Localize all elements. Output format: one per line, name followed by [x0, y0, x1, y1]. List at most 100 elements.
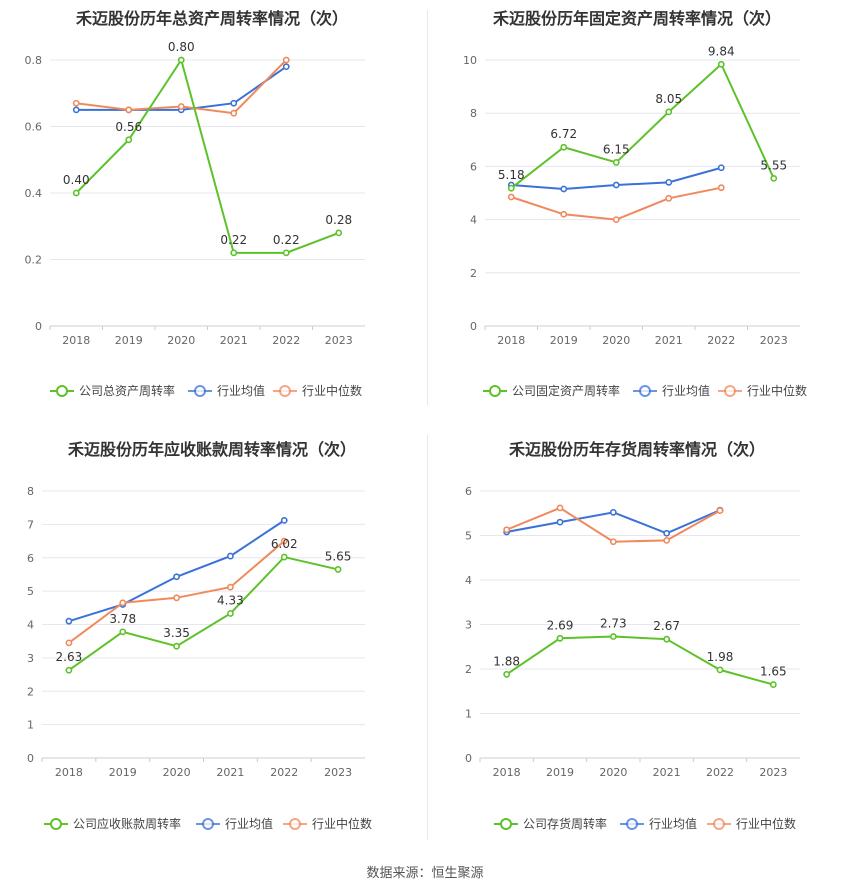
data-point	[507, 193, 515, 201]
data-point	[663, 529, 671, 537]
data-label: 0.22	[220, 233, 247, 247]
legend-item: 公司存货周转率	[494, 816, 607, 831]
data-point	[503, 526, 511, 534]
legend-label: 行业均值	[649, 816, 697, 831]
data-label: 1.98	[707, 650, 734, 664]
legend-marker	[202, 818, 214, 830]
data-label: 2.69	[547, 618, 574, 632]
data-point	[230, 109, 238, 117]
series-line-0	[68, 555, 339, 672]
chart-title: 禾迈股份历年存货周转率情况（次）	[509, 440, 765, 459]
x-tick-label: 2023	[759, 766, 787, 779]
data-point	[556, 518, 564, 526]
y-tick-label: 0.8	[25, 54, 43, 67]
data-label: 4.33	[217, 593, 244, 607]
y-tick-label: 4	[470, 214, 477, 227]
y-tick-label: 6	[470, 160, 477, 173]
legend-item: 公司总资产周转率	[50, 383, 175, 398]
data-label: 2.63	[56, 650, 83, 664]
legend-item: 行业均值	[188, 383, 265, 398]
x-tick-label: 2021	[655, 334, 683, 347]
legend-label: 行业中位数	[312, 816, 372, 831]
data-point	[612, 181, 620, 189]
legend-item: 公司应收账款周转率	[44, 816, 181, 831]
data-point	[72, 99, 80, 107]
series-line-1	[68, 519, 285, 623]
data-point	[716, 666, 724, 674]
legend-marker	[489, 385, 501, 397]
y-tick-label: 5	[27, 585, 34, 598]
legend-marker	[194, 385, 206, 397]
series-line-0	[506, 635, 774, 686]
y-tick-label: 4	[27, 619, 34, 632]
y-tick-label: 8	[470, 107, 477, 120]
data-point	[280, 553, 288, 561]
legend-item: 行业中位数	[273, 383, 362, 398]
data-label: 6.72	[550, 127, 577, 141]
data-point	[280, 537, 288, 545]
x-tick-label: 2020	[602, 334, 630, 347]
x-tick-label: 2018	[493, 766, 521, 779]
chart-title: 禾迈股份历年固定资产周转率情况（次）	[493, 9, 781, 28]
data-label: 0.22	[273, 233, 300, 247]
y-tick-label: 0.4	[25, 187, 43, 200]
y-tick-label: 2	[465, 663, 472, 676]
legend-marker	[713, 818, 725, 830]
data-point	[560, 210, 568, 218]
legend-marker	[50, 818, 62, 830]
data-point	[507, 184, 515, 192]
legend-marker	[56, 385, 68, 397]
data-point	[173, 594, 180, 602]
x-tick-label: 2020	[163, 766, 191, 779]
y-tick-label: 7	[27, 518, 34, 531]
data-point	[65, 617, 73, 625]
data-label: 5.55	[760, 158, 787, 172]
data-point	[770, 174, 778, 182]
legend-label: 行业均值	[217, 383, 265, 398]
data-point	[173, 642, 180, 650]
data-point	[663, 635, 671, 643]
data-point	[334, 566, 342, 573]
series-line-2	[510, 186, 722, 221]
x-tick-label: 2019	[109, 766, 137, 779]
y-tick-label: 0.6	[25, 121, 43, 134]
y-tick-label: 4	[465, 574, 472, 587]
panel-divider	[427, 435, 428, 840]
data-label: 0.56	[115, 120, 142, 134]
x-tick-label: 2020	[599, 766, 627, 779]
legend-label: 公司存货周转率	[523, 816, 607, 831]
data-label: 8.05	[655, 92, 682, 106]
legend-label: 行业中位数	[736, 816, 796, 831]
data-label: 6.02	[271, 537, 298, 551]
legend-label: 行业中位数	[302, 383, 362, 398]
data-point	[612, 216, 620, 223]
data-point	[665, 194, 673, 202]
x-tick-label: 2023	[760, 334, 788, 347]
data-point	[503, 670, 511, 678]
y-tick-label: 3	[27, 652, 34, 665]
data-point	[173, 573, 180, 581]
legend-marker	[500, 818, 512, 830]
x-tick-label: 2019	[115, 334, 143, 347]
data-point	[125, 136, 133, 144]
chart-title: 禾迈股份历年应收账款周转率情况（次）	[68, 440, 356, 459]
data-label: 1.65	[760, 665, 787, 679]
y-tick-label: 5	[465, 530, 472, 543]
x-tick-label: 2021	[216, 766, 244, 779]
y-tick-label: 2	[27, 685, 34, 698]
data-label: 2.67	[653, 619, 680, 633]
chart-total-asset-turnover: 禾迈股份历年总资产周转率情况（次） 0 0.2 0.4 0.6 0.8 2018 2019 20…	[25, 9, 365, 398]
data-point	[282, 63, 290, 71]
y-tick-label: 6	[27, 552, 34, 565]
data-point	[65, 639, 73, 647]
data-label: 2.73	[600, 617, 627, 631]
data-point	[769, 681, 777, 688]
data-point	[280, 516, 288, 524]
legend-marker	[639, 385, 651, 397]
legend-label: 公司应收账款周转率	[73, 816, 181, 831]
data-point	[609, 538, 617, 546]
x-tick-label: 2022	[272, 334, 300, 347]
data-point	[119, 628, 127, 636]
data-point	[717, 164, 725, 172]
data-point	[665, 178, 673, 186]
